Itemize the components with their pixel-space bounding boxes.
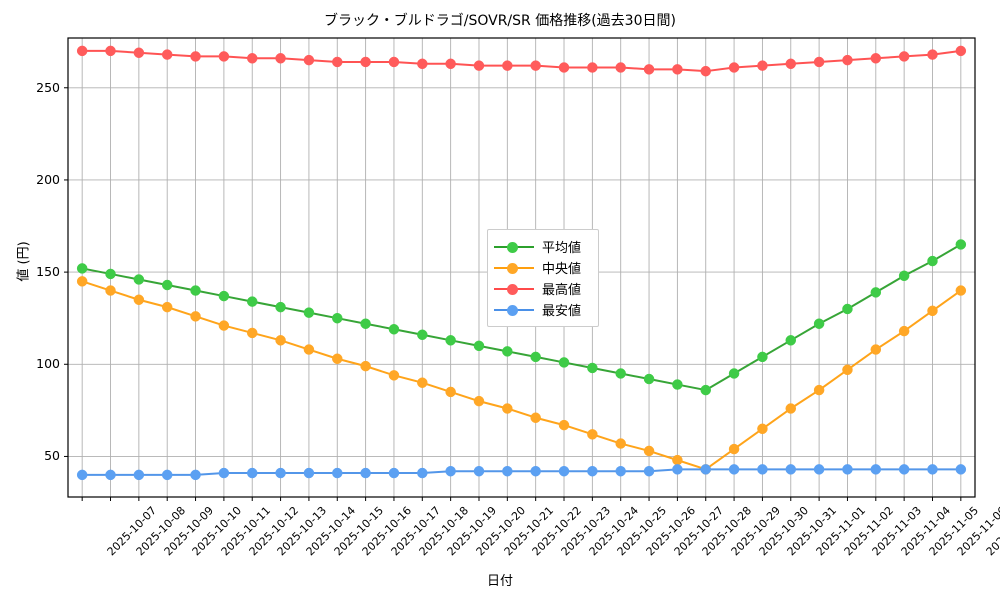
y-tick-label: 150	[36, 264, 60, 280]
series-中央値	[76, 276, 967, 475]
legend-swatch-icon	[494, 282, 534, 296]
y-tick-label: 200	[36, 171, 60, 187]
legend-item-中央値[interactable]: 中央値	[494, 257, 590, 278]
chart-title: ブラック・ブルドラゴ/SOVR/SR 価格推移(過去30日間)	[324, 13, 676, 29]
legend-swatch-icon	[494, 303, 534, 317]
series-最安値	[76, 464, 967, 481]
legend-item-平均値[interactable]: 平均値	[494, 236, 590, 257]
legend-label: 平均値	[542, 241, 582, 256]
legend-item-最安値[interactable]: 最安値	[494, 299, 590, 320]
legend-label: 中央値	[542, 262, 582, 277]
chart-legend: 平均値中央値最高値最安値	[487, 229, 599, 327]
legend-swatch-icon	[494, 261, 534, 275]
legend-item-最高値[interactable]: 最高値	[494, 278, 590, 299]
y-tick-label: 250	[36, 79, 60, 95]
legend-label: 最安値	[542, 304, 582, 319]
legend-label: 最高値	[542, 283, 582, 298]
x-axis-label: 日付	[486, 574, 513, 589]
y-tick-label: 100	[36, 356, 60, 372]
series-最高値	[76, 45, 967, 77]
legend-swatch-icon	[494, 240, 534, 254]
y-tick-label: 50	[44, 448, 60, 464]
series-平均値	[76, 239, 967, 396]
